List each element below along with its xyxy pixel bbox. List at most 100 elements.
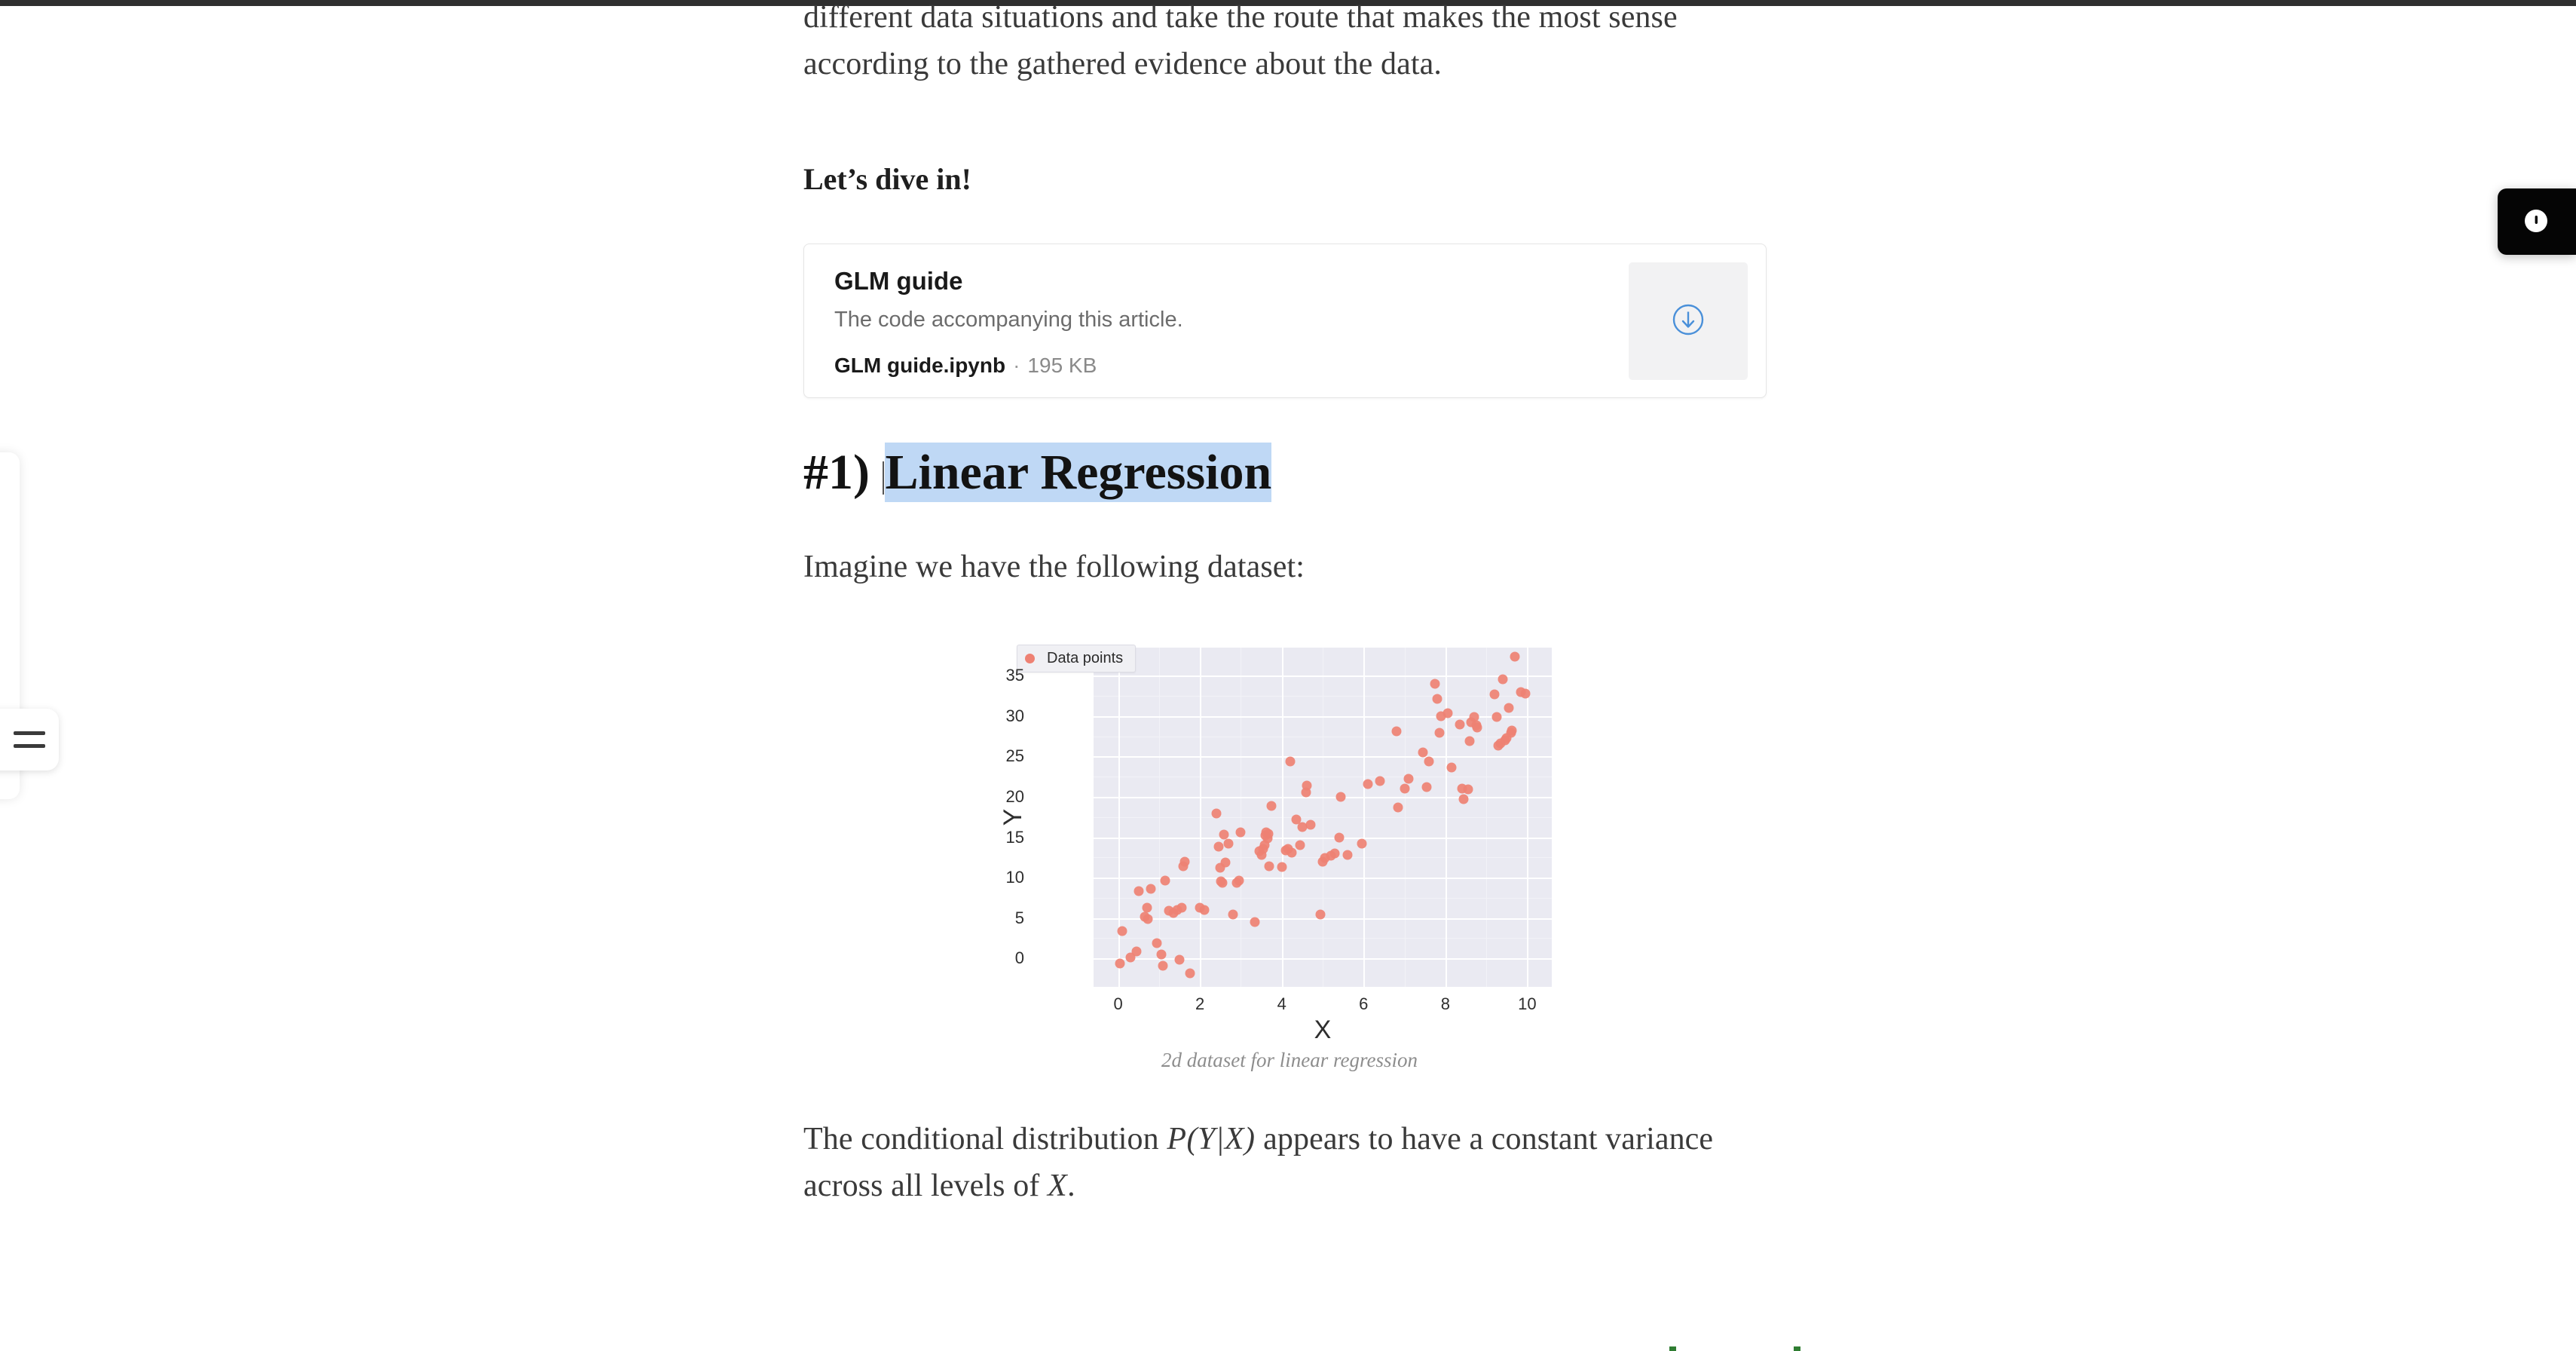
gridline-x — [1281, 647, 1283, 987]
paragraph-intro: different data situations and take the r… — [803, 0, 1776, 87]
y-tick-label: 10 — [1005, 868, 1024, 887]
scatter-point — [1464, 736, 1475, 746]
scatter-point — [1498, 674, 1508, 685]
scatter-point — [1302, 780, 1312, 791]
scatter-point — [1235, 827, 1246, 838]
gridline-y-minor — [1094, 938, 1552, 939]
after-fig-text-b: appears to have a constant variance — [1255, 1121, 1714, 1156]
y-tick-label: 25 — [1005, 746, 1024, 766]
scatter-point — [1213, 841, 1224, 852]
article-content: different data situations and take the r… — [803, 0, 1776, 1241]
browser-chrome-sliver — [0, 0, 2576, 6]
scatter-point — [1491, 712, 1502, 722]
scatter-point — [1285, 756, 1296, 767]
scatter-point — [1504, 703, 1514, 713]
scatter-point — [1266, 801, 1277, 811]
x-tick-label: 6 — [1359, 994, 1369, 1013]
scatter-point — [1211, 808, 1222, 819]
x-tick-label: 2 — [1195, 994, 1205, 1013]
x-tick-label: 10 — [1518, 994, 1537, 1013]
scatter-point — [1342, 850, 1353, 860]
gridline-y — [1094, 715, 1552, 718]
hamburger-menu-button[interactable] — [0, 709, 59, 770]
page-title: #1) Linear Regression — [803, 443, 1776, 502]
y-axis-label: Y — [998, 808, 1027, 826]
scatter-point — [1442, 708, 1453, 718]
file-name: GLM guide.ipynb — [834, 354, 1006, 377]
scatter-point — [1263, 829, 1274, 839]
scatter-point — [1510, 651, 1520, 662]
download-circle-icon — [1667, 299, 1709, 345]
gridline-y — [1094, 878, 1552, 880]
scatter-point — [1357, 838, 1367, 849]
legend-label: Data points — [1047, 649, 1124, 666]
gridline-x — [1200, 647, 1202, 987]
scatter-point — [1286, 847, 1297, 858]
scatter-point — [1176, 902, 1187, 913]
download-button[interactable] — [1629, 262, 1748, 380]
paragraph-intro-line1: different data situations and take the r… — [803, 0, 1678, 35]
scatter-point — [1250, 917, 1260, 927]
math-variable-x: X — [1048, 1168, 1068, 1203]
after-fig-text-d: . — [1067, 1168, 1075, 1203]
hamburger-line — [14, 731, 45, 735]
scatter-point — [1403, 774, 1414, 784]
scatter-point — [1363, 779, 1373, 789]
scatter-point — [1143, 914, 1153, 924]
scatter-point — [1125, 952, 1136, 963]
file-card-description: The code accompanying this article. — [834, 308, 1183, 332]
scatter-chart: Data points Y X 0 2 4 6 8 10 0 5 10 15 20 25 30 35 — [999, 639, 1568, 1044]
scatter-point — [1391, 726, 1402, 737]
paragraph-after-figure: The conditional distribution P(Y|X) appe… — [803, 1116, 1776, 1209]
scatter-point — [1264, 861, 1274, 872]
figure-scatter: Data points Y X 0 2 4 6 8 10 0 5 10 15 20 25 30 35 2d… — [803, 639, 1776, 1072]
paragraph-intro-line2: according to the gathered evidence about… — [803, 47, 1442, 81]
scatter-point — [1393, 802, 1403, 813]
scatter-point — [1520, 688, 1531, 699]
heading-selected-text: Linear Regression — [885, 443, 1272, 502]
lead-paragraph: Imagine we have the following dataset: — [803, 549, 1305, 584]
plot-area — [1094, 647, 1552, 987]
chat-bubble-logo-icon — [2520, 205, 2553, 238]
scatter-point — [1185, 968, 1195, 979]
file-attachment-card[interactable]: GLM guide The code accompanying this art… — [803, 244, 1767, 398]
gridline-y — [1094, 837, 1552, 839]
gridline-y — [1094, 756, 1552, 758]
gridline-x — [1445, 647, 1447, 987]
scatter-point — [1228, 909, 1238, 920]
y-tick-label: 35 — [1005, 666, 1024, 685]
file-size: 195 KB — [1027, 354, 1097, 377]
heading-prefix: #1) — [803, 445, 883, 500]
scatter-point — [1217, 878, 1228, 888]
scatter-point — [1179, 856, 1189, 867]
scatter-point — [1295, 840, 1305, 850]
x-tick-label: 4 — [1277, 994, 1286, 1013]
scatter-point — [1469, 712, 1479, 722]
scatter-point — [1335, 792, 1346, 802]
scatter-point — [1463, 784, 1473, 795]
chat-widget-button[interactable] — [2498, 188, 2576, 255]
x-tick-label: 0 — [1113, 994, 1123, 1013]
scatter-point — [1297, 822, 1308, 832]
scatter-point — [1507, 725, 1517, 736]
scatter-point — [1446, 762, 1457, 773]
x-axis-label: X — [1314, 1015, 1332, 1044]
gridline-y-minor — [1094, 816, 1552, 818]
scatter-point — [1421, 782, 1432, 792]
gridline-x — [1527, 647, 1529, 987]
page-bottom-artifact — [1794, 1346, 1800, 1351]
x-tick-label: 8 — [1440, 994, 1450, 1013]
scatter-point — [1305, 819, 1316, 830]
scatter-point — [1434, 728, 1445, 738]
scatter-point — [1329, 848, 1340, 859]
y-tick-label: 15 — [1005, 827, 1024, 847]
scatter-point — [1234, 875, 1244, 886]
scatter-point — [1291, 814, 1302, 825]
y-tick-label: 5 — [1014, 908, 1024, 927]
scatter-point — [1430, 679, 1440, 689]
y-tick-label: 0 — [1014, 948, 1024, 968]
file-card-meta: GLM guide.ipynb · 195 KB — [834, 354, 1097, 378]
scatter-point — [1152, 938, 1162, 948]
y-tick-label: 30 — [1005, 706, 1024, 725]
dive-in-text: Let’s dive in! — [803, 162, 971, 196]
